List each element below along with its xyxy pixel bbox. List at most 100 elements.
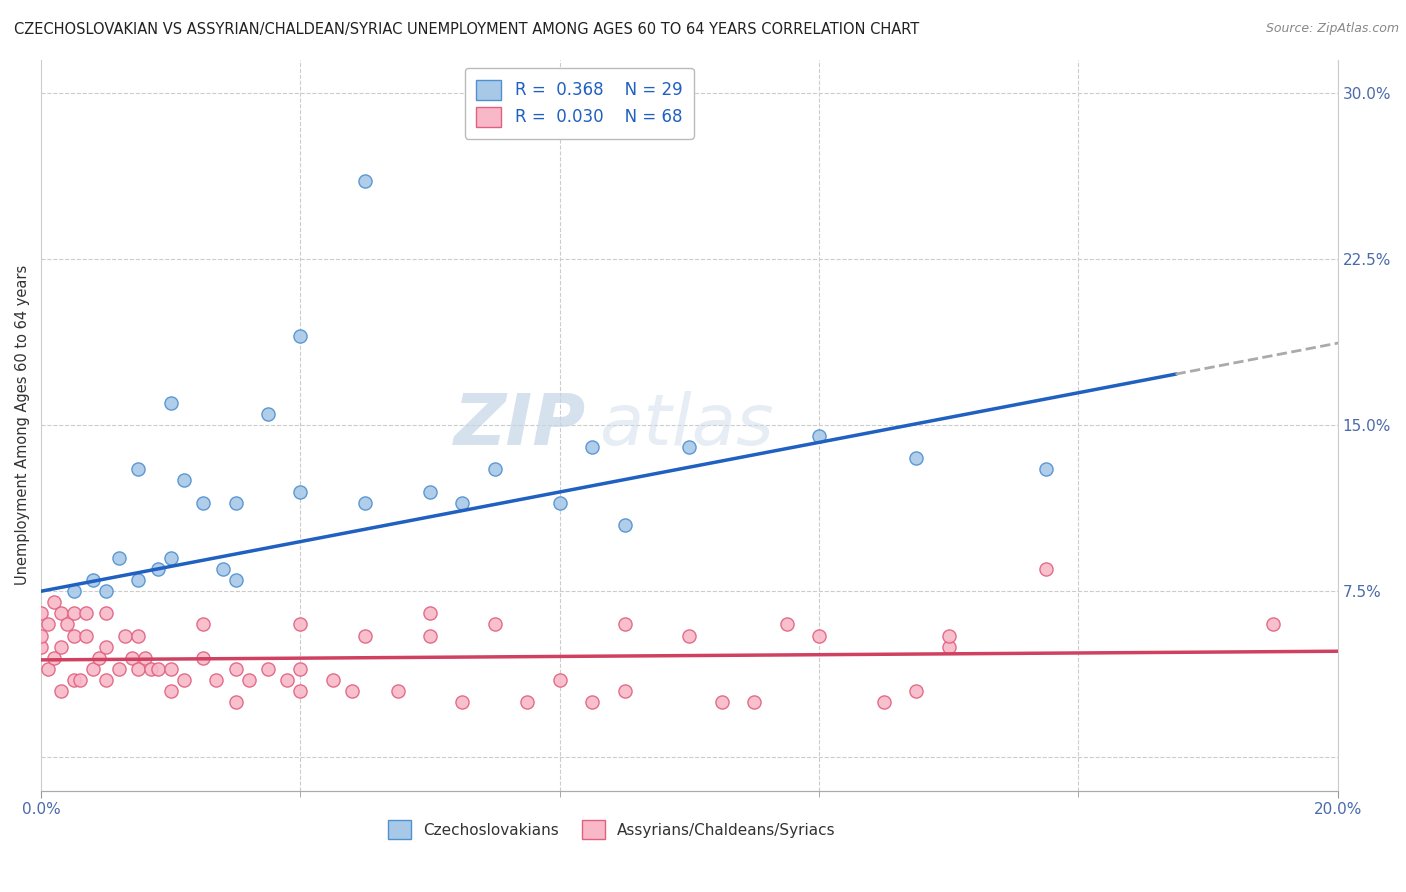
Point	[49, 684, 72, 698]
Point	[82, 662, 104, 676]
Point	[276, 673, 298, 687]
Point	[290, 617, 312, 632]
Point	[1035, 562, 1057, 576]
Point	[146, 662, 169, 676]
Point	[322, 673, 344, 687]
Point	[613, 684, 636, 698]
Point	[30, 607, 52, 621]
Point	[290, 329, 312, 343]
Point	[108, 551, 131, 566]
Point	[94, 607, 117, 621]
Point	[205, 673, 228, 687]
Point	[613, 617, 636, 632]
Point	[1261, 617, 1284, 632]
Point	[37, 662, 59, 676]
Point	[42, 650, 65, 665]
Point	[419, 628, 441, 642]
Point	[76, 628, 98, 642]
Point	[257, 662, 280, 676]
Point	[62, 628, 84, 642]
Point	[173, 673, 195, 687]
Point	[76, 607, 98, 621]
Point	[905, 451, 928, 466]
Point	[141, 662, 163, 676]
Point	[146, 562, 169, 576]
Point	[127, 662, 149, 676]
Legend: Czechoslovakians, Assyrians/Chaldeans/Syriacs: Czechoslovakians, Assyrians/Chaldeans/Sy…	[381, 814, 841, 845]
Point	[742, 695, 765, 709]
Point	[159, 662, 181, 676]
Point	[938, 640, 960, 654]
Point	[613, 517, 636, 532]
Point	[419, 607, 441, 621]
Point	[290, 484, 312, 499]
Point	[211, 562, 233, 576]
Point	[484, 617, 506, 632]
Point	[127, 628, 149, 642]
Point	[238, 673, 260, 687]
Point	[108, 662, 131, 676]
Point	[225, 573, 247, 587]
Point	[808, 628, 831, 642]
Point	[938, 628, 960, 642]
Point	[1035, 462, 1057, 476]
Point	[193, 617, 215, 632]
Point	[134, 650, 156, 665]
Text: atlas: atlas	[599, 391, 773, 459]
Point	[257, 407, 280, 421]
Point	[905, 684, 928, 698]
Point	[548, 495, 571, 509]
Point	[678, 628, 700, 642]
Point	[89, 650, 111, 665]
Point	[290, 662, 312, 676]
Point	[62, 584, 84, 599]
Point	[94, 673, 117, 687]
Point	[354, 495, 377, 509]
Point	[873, 695, 896, 709]
Point	[82, 573, 104, 587]
Point	[354, 628, 377, 642]
Point	[30, 628, 52, 642]
Point	[42, 595, 65, 609]
Point	[581, 695, 603, 709]
Point	[710, 695, 733, 709]
Point	[516, 695, 538, 709]
Point	[581, 440, 603, 454]
Point	[354, 174, 377, 188]
Point	[225, 495, 247, 509]
Point	[56, 617, 79, 632]
Point	[193, 650, 215, 665]
Point	[159, 551, 181, 566]
Point	[127, 573, 149, 587]
Point	[49, 640, 72, 654]
Point	[173, 474, 195, 488]
Point	[62, 607, 84, 621]
Point	[387, 684, 409, 698]
Point	[193, 495, 215, 509]
Point	[775, 617, 797, 632]
Point	[159, 396, 181, 410]
Point	[114, 628, 136, 642]
Point	[225, 695, 247, 709]
Point	[159, 684, 181, 698]
Point	[419, 484, 441, 499]
Point	[49, 607, 72, 621]
Point	[451, 495, 474, 509]
Point	[451, 695, 474, 709]
Point	[62, 673, 84, 687]
Point	[290, 684, 312, 698]
Point	[548, 673, 571, 687]
Point	[94, 584, 117, 599]
Y-axis label: Unemployment Among Ages 60 to 64 years: Unemployment Among Ages 60 to 64 years	[15, 265, 30, 585]
Point	[121, 650, 143, 665]
Point	[30, 640, 52, 654]
Point	[127, 462, 149, 476]
Point	[225, 662, 247, 676]
Point	[69, 673, 91, 687]
Text: ZIP: ZIP	[453, 391, 586, 459]
Point	[342, 684, 364, 698]
Point	[484, 462, 506, 476]
Point	[94, 640, 117, 654]
Point	[37, 617, 59, 632]
Text: Source: ZipAtlas.com: Source: ZipAtlas.com	[1265, 22, 1399, 36]
